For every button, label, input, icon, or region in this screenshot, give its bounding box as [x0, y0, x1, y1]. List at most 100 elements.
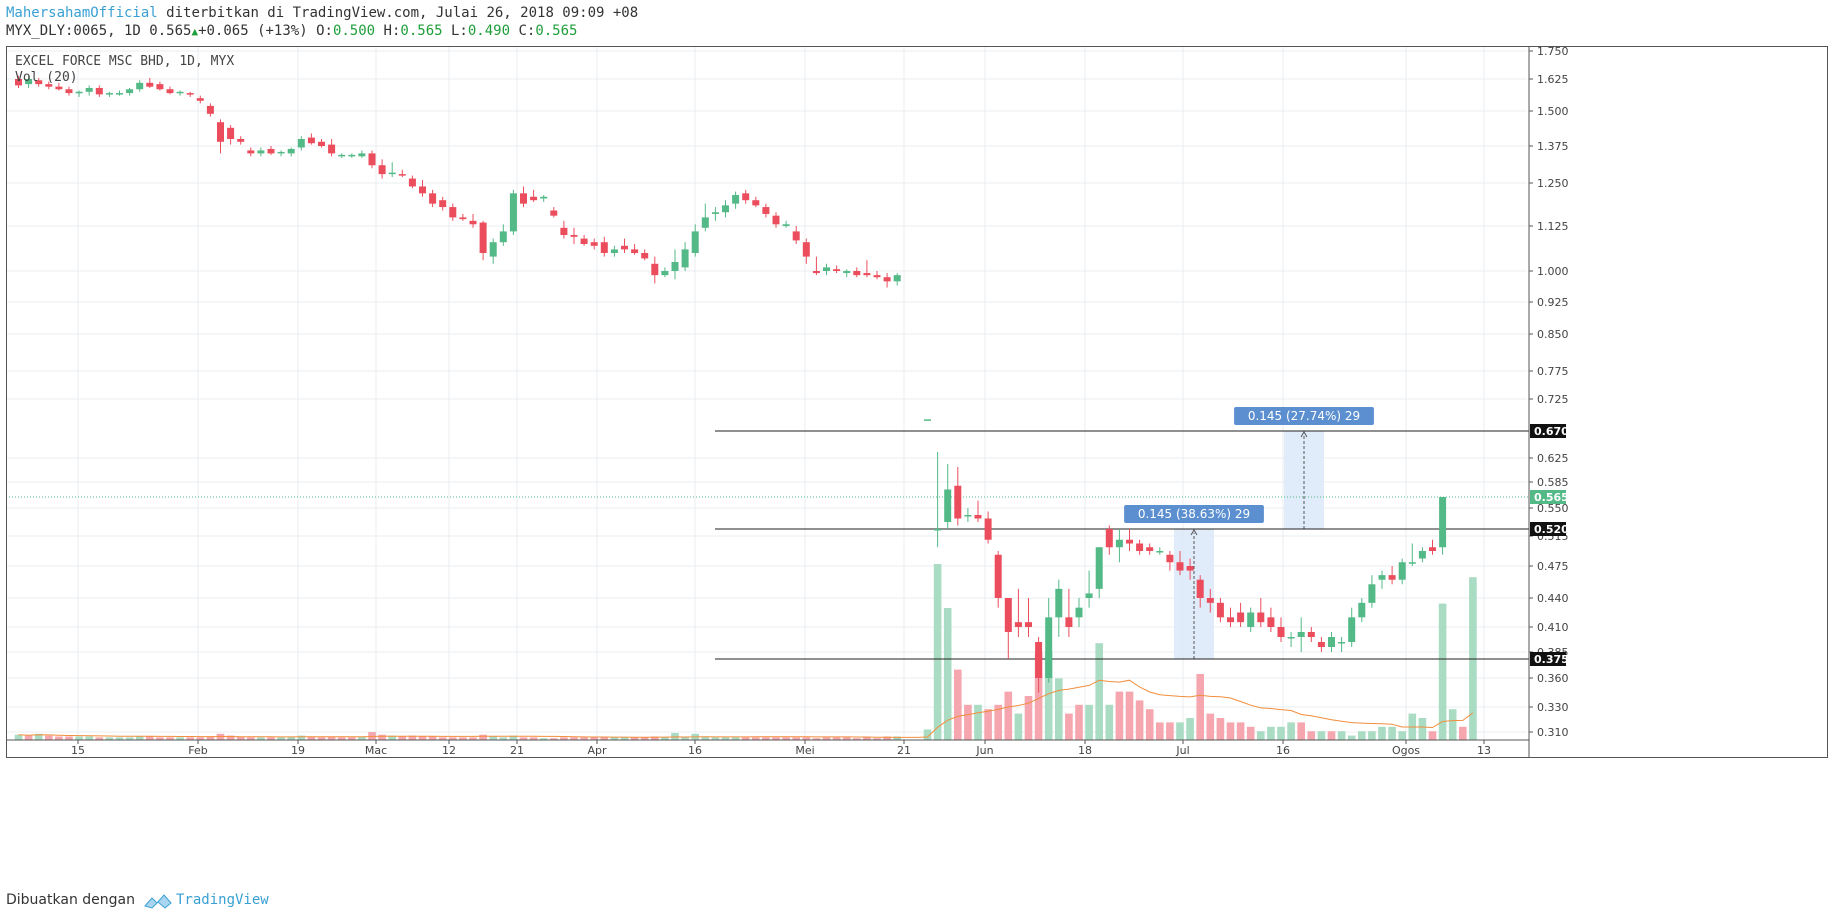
candle-body: [419, 186, 426, 194]
price-tick-label: 0.360: [1537, 672, 1569, 685]
volume-bar: [863, 737, 871, 740]
candle-body: [1095, 547, 1103, 589]
volume-bar: [883, 736, 891, 740]
candle-body: [732, 195, 740, 204]
volume-bar: [873, 738, 881, 740]
candle-body: [1287, 637, 1295, 639]
volume-bar: [348, 737, 356, 740]
volume-bar: [247, 737, 255, 740]
candle-body: [1338, 642, 1346, 644]
volume-bar: [1337, 731, 1346, 740]
price-tick-label: 0.475: [1537, 560, 1569, 573]
price-chart[interactable]: 0.145 (38.63%) 290.145 (27.74%) 291.7501…: [6, 46, 1828, 883]
volume-bar: [923, 729, 932, 740]
volume-bar: [438, 737, 447, 740]
candle-body: [358, 153, 366, 157]
volume-bar: [822, 737, 831, 740]
candle-body: [540, 196, 548, 199]
candle-body: [590, 242, 598, 246]
measure-range: [1284, 431, 1324, 529]
time-tick-label: Mei: [795, 744, 814, 757]
time-tick-label: 16: [1276, 744, 1290, 757]
volume-bar: [1125, 691, 1134, 740]
volume-bar: [1368, 731, 1376, 740]
candle-body: [1378, 575, 1386, 580]
volume-bar: [1287, 722, 1295, 740]
volume-bar: [792, 737, 800, 740]
volume-bar: [358, 736, 366, 740]
candle-body: [863, 273, 871, 276]
candle-body: [701, 217, 709, 228]
volume-bar: [418, 736, 427, 740]
price-tick-label: 1.500: [1537, 105, 1569, 118]
candle-body: [338, 154, 346, 157]
price-tick-label: 1.750: [1537, 46, 1569, 58]
candle-body: [1055, 588, 1063, 618]
candle-body: [85, 87, 93, 92]
candle-body: [843, 271, 851, 274]
close-value: 0.565: [535, 23, 578, 39]
volume-bar: [166, 737, 174, 740]
volume-bar: [994, 704, 1002, 740]
candle-body: [1408, 562, 1416, 564]
candle-body: [1328, 637, 1335, 647]
candle-body: [691, 231, 699, 253]
volume-bar: [1034, 652, 1043, 740]
candle-body: [1115, 539, 1123, 548]
volume-bar: [176, 737, 184, 740]
candle-body: [328, 144, 336, 154]
candle-body: [1065, 617, 1073, 627]
grid: [6, 46, 1527, 740]
time-tick-label: Feb: [188, 744, 207, 757]
candle-body: [651, 263, 659, 276]
price-tick-label: 0.850: [1537, 328, 1569, 341]
volume-bar: [782, 737, 790, 740]
candle-body: [944, 489, 952, 522]
volume-bar: [317, 737, 326, 740]
price-tick-label: 0.310: [1537, 726, 1569, 739]
volume-bar: [721, 737, 730, 740]
volume-bar: [651, 736, 659, 740]
volume-bar: [1055, 678, 1063, 740]
volume-bar: [14, 734, 23, 740]
volume-bar: [226, 735, 235, 740]
horizontal-lines: [715, 430, 1529, 660]
tradingview-logo-icon[interactable]: [144, 893, 172, 909]
volume-bar: [24, 735, 33, 740]
candle-body: [1429, 547, 1436, 551]
volume-bar: [1186, 718, 1194, 740]
chart-legend: EXCEL FORCE MSC BHD, 1D, MYX Vol (20): [15, 54, 234, 86]
volume-bar: [459, 737, 467, 740]
time-tick-label: 13: [1477, 744, 1491, 757]
candle-body: [25, 79, 33, 85]
volume-bar: [1418, 718, 1427, 740]
candle-body: [1156, 551, 1164, 553]
volume-bar: [853, 738, 861, 740]
candle-body: [671, 262, 679, 271]
volume-ma-line: [18, 679, 1474, 738]
candle-body: [206, 105, 214, 114]
volume-bar: [832, 737, 841, 740]
volume-bar: [519, 737, 528, 740]
time-tick-label: 18: [1078, 744, 1092, 757]
volume-bar: [1145, 709, 1154, 740]
candle-body: [156, 84, 164, 90]
tradingview-link[interactable]: TradingView: [176, 892, 269, 908]
volume-bar: [65, 736, 73, 740]
volume-bar: [34, 733, 43, 740]
published-text: diterbitkan di TradingView.com, Julai 26…: [166, 5, 639, 21]
candle-body: [520, 193, 527, 204]
volume-bar: [1267, 726, 1275, 740]
volume-bar: [206, 736, 215, 740]
candle-body: [449, 207, 457, 218]
author-link[interactable]: MahersahamOfficial: [6, 5, 158, 21]
volume-bar: [1398, 731, 1406, 740]
volume-bar: [974, 704, 982, 740]
volume-bar: [1166, 722, 1174, 740]
chart-area[interactable]: 0.145 (38.63%) 29 0.145 (27.74%) 29 1.750 1…: [6, 46, 1828, 883]
footer: Dibuatkan dengan TradingView: [0, 883, 1828, 919]
candle-body: [1025, 622, 1032, 627]
candle-body: [227, 127, 235, 139]
volume-bar: [529, 737, 538, 740]
candle-body: [1216, 602, 1224, 618]
